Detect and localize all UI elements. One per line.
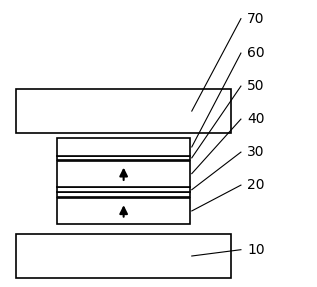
Text: 20: 20 <box>247 178 265 192</box>
Text: 30: 30 <box>247 145 265 159</box>
Bar <box>57 192 190 197</box>
Text: 60: 60 <box>247 46 265 60</box>
Text: 40: 40 <box>247 112 265 126</box>
Text: 70: 70 <box>247 12 265 26</box>
Bar <box>57 187 190 192</box>
Bar <box>57 156 190 160</box>
Bar <box>57 198 190 224</box>
Bar <box>16 89 231 133</box>
Text: 10: 10 <box>247 243 265 257</box>
Bar <box>16 234 231 278</box>
Text: 50: 50 <box>247 79 265 93</box>
Bar <box>57 161 190 187</box>
Bar <box>57 138 190 156</box>
